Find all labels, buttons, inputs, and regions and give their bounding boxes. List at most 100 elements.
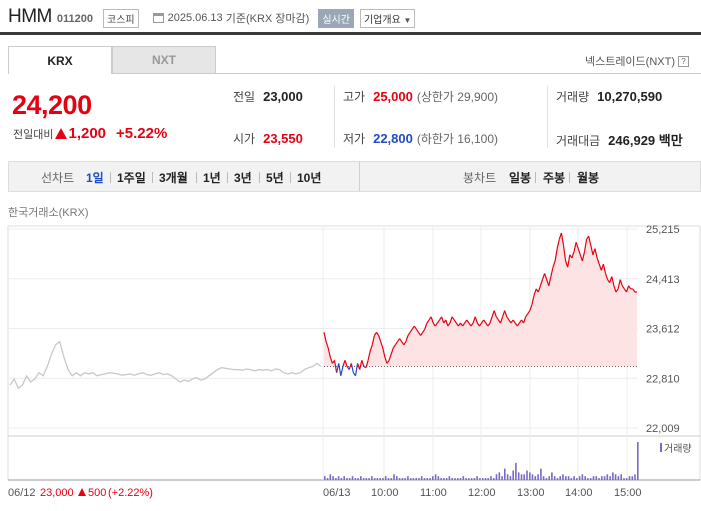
price-segment: [367, 350, 371, 361]
volume-bar: [576, 478, 578, 480]
stat-value: 10,270,590: [597, 89, 663, 104]
x-tick-label: 06/13: [323, 487, 351, 499]
period-1d[interactable]: 1일: [86, 171, 104, 185]
price-segment: [405, 335, 409, 342]
nextrade-link[interactable]: 넥스트레이드(NXT) ?: [585, 53, 689, 69]
candle-monthly[interactable]: 월봉: [577, 171, 600, 185]
volume-bar: [434, 474, 437, 480]
price-segment: [527, 310, 531, 315]
price-segment: [493, 310, 497, 317]
volume-bar: [551, 472, 553, 480]
quote-date: 2025.06.13 기준(KRX 장마감): [152, 10, 310, 26]
y-tick-label: 25,215: [646, 224, 680, 236]
price-segment: [333, 360, 338, 373]
x-tick-label: 13:00: [517, 487, 545, 499]
price-segment: [483, 319, 487, 324]
volume-bar: [623, 478, 625, 480]
volume-bar: [542, 476, 545, 480]
volume-bar: [537, 474, 539, 480]
price-segment: [529, 304, 533, 311]
y-tick-label: 22,009: [646, 423, 680, 435]
volume-bar: [553, 476, 556, 480]
help-icon[interactable]: ?: [678, 55, 689, 67]
tab-underline: [216, 73, 701, 74]
candle-weekly[interactable]: 주봉: [543, 171, 566, 185]
volume-bar: [407, 476, 409, 480]
volume-bar: [348, 478, 351, 480]
volume-bar: [637, 442, 639, 480]
volume-bar: [443, 478, 445, 480]
price-change: 전일대비 1,200 +5.22%: [13, 125, 167, 142]
candle-daily[interactable]: 일봉: [509, 171, 532, 185]
stat-value: 246,929 백만: [608, 133, 683, 148]
volume-bar: [329, 474, 332, 480]
price-segment: [361, 360, 365, 367]
bar-divider: [359, 162, 360, 191]
period-10y[interactable]: 10년: [297, 171, 322, 185]
volume-bar: [462, 476, 465, 480]
x-tick-label: 12:00: [468, 487, 496, 499]
volume-bar: [465, 478, 467, 480]
period-3m[interactable]: 3개월: [159, 171, 188, 185]
period-3y[interactable]: 3년: [234, 171, 252, 185]
period-5y[interactable]: 5년: [266, 171, 284, 185]
today-series: [323, 232, 638, 377]
stat-value: 23,000: [263, 89, 303, 104]
x-tick-label: 10:00: [371, 487, 399, 499]
date-basis: 기준(KRX 장마감): [225, 13, 310, 25]
x-tick-label: 14:00: [565, 487, 593, 499]
volume-bar: [404, 478, 406, 480]
price-segment: [327, 347, 331, 358]
price-segment: [430, 316, 434, 324]
price-segment: [621, 285, 625, 290]
price-segment: [365, 360, 369, 368]
price-segment: [628, 285, 632, 290]
price-segment: [619, 279, 623, 286]
nextrade-link-label: 넥스트레이드(NXT): [584, 56, 675, 68]
volume-bar: [567, 476, 570, 480]
price-segment: [451, 316, 455, 321]
price-segment: [350, 363, 354, 373]
price-segment: [502, 310, 506, 317]
column-divider: [334, 86, 335, 148]
price-segment: [537, 285, 541, 293]
price-segment: [512, 319, 516, 324]
price-segment: [375, 331, 380, 336]
volume-bar: [573, 476, 575, 480]
separator: [535, 172, 536, 183]
volume-bar: [570, 478, 573, 480]
price-segment: [596, 257, 600, 265]
price-segment: [384, 357, 388, 364]
volume-bar: [360, 476, 362, 480]
period-1w[interactable]: 1주일: [117, 171, 146, 185]
volume-bar: [376, 478, 379, 480]
date-value: 2025.06.13: [167, 12, 223, 24]
period-1y[interactable]: 1년: [203, 171, 221, 185]
volume-bar: [504, 468, 506, 480]
volume-bar: [423, 478, 426, 480]
stat-low: 저가 22,800 (하한가 16,100): [343, 130, 498, 147]
price-segment: [632, 288, 636, 293]
volume-bar: [371, 476, 373, 480]
volume-bar: [382, 478, 384, 480]
price-segment: [533, 288, 537, 296]
price-segment: [594, 248, 598, 259]
volume-bar: [401, 478, 404, 480]
tab-nxt[interactable]: NXT: [112, 46, 216, 74]
price-segment: [462, 322, 466, 327]
volume-bar: [490, 476, 492, 480]
price-segment: [567, 254, 571, 268]
price-segment: [495, 316, 499, 321]
volume-bar: [523, 474, 525, 480]
x-tick-label: 15:00: [614, 487, 642, 499]
stat-value: 23,550: [263, 131, 303, 146]
volume-bar: [526, 470, 528, 480]
company-overview-label: 기업개요: [363, 14, 401, 26]
tab-krx[interactable]: KRX: [8, 46, 112, 74]
footer-up-icon: [78, 488, 86, 496]
volume-bar: [581, 474, 584, 480]
stat-label: 저가: [343, 132, 366, 146]
volume-bar: [454, 478, 456, 480]
company-overview-button[interactable]: 기업개요 ▼: [359, 8, 416, 28]
realtime-button[interactable]: 실시간: [318, 8, 354, 28]
